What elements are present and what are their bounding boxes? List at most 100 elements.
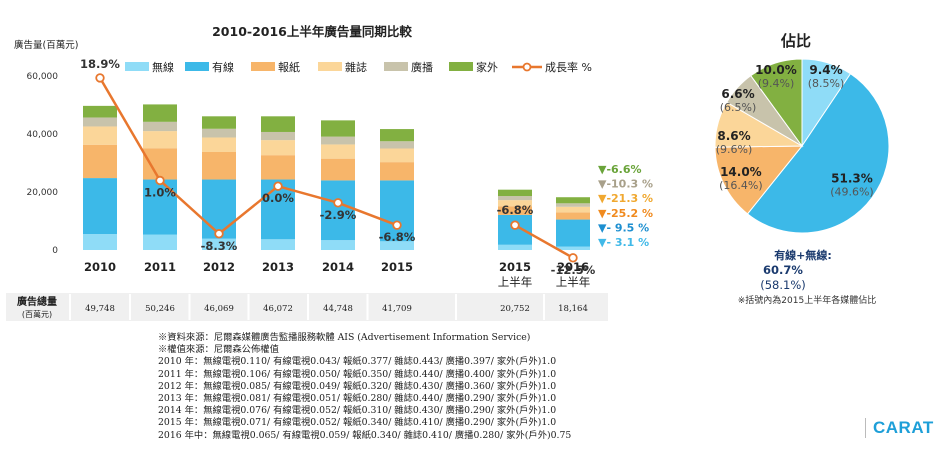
y-tick-label: 20,000	[27, 188, 59, 198]
growth-point	[95, 73, 105, 83]
table-cell: 20,752	[500, 304, 530, 314]
bar-segment	[321, 158, 355, 181]
pie-prev-label: (9.6%)	[716, 143, 753, 156]
x-tick-label: 2014	[322, 260, 354, 274]
growth-label: -6.8%	[379, 230, 416, 244]
growth-line: 18.9% 1.0% -8.3% 0.0% -2.9% -6.8% -6.8% -12.5%	[80, 57, 596, 277]
x-tick-label: 2015	[381, 260, 413, 274]
x-tick-label: 2011	[144, 260, 176, 274]
bar-segment	[321, 144, 355, 159]
bar-segment	[202, 116, 236, 129]
growth-point	[510, 220, 520, 230]
legend-label: 廣播	[411, 60, 433, 74]
bar-segment	[143, 148, 177, 180]
bar-segment	[83, 117, 117, 127]
bar-segment	[498, 196, 532, 201]
table-header: 廣告總量	[16, 295, 57, 308]
media-change-item: ▼-21.3 %	[598, 192, 653, 205]
bar-segment	[321, 136, 355, 145]
bar-segment	[556, 203, 590, 207]
bar-segment	[261, 239, 295, 250]
bar-segment	[321, 240, 355, 250]
pie-value-label: 10.0%	[755, 63, 797, 77]
note-line: 2012 年：無線電視0.085/ 有線電視0.049/ 報紙0.320/ 雜誌…	[158, 380, 557, 392]
bar-segment	[83, 126, 117, 145]
bar-segment	[380, 141, 414, 149]
table-header-unit: (百萬元)	[22, 309, 52, 319]
legend-line-marker	[522, 62, 532, 72]
bar-segment	[556, 219, 590, 247]
media-change-item: ▼-25.2 %	[598, 207, 653, 220]
pie-value-label: 6.6%	[721, 87, 754, 101]
x-tick-label-line2: 上半年	[556, 275, 591, 289]
bar-segment	[380, 162, 414, 181]
growth-label: -6.8%	[497, 203, 534, 217]
bar-segment	[83, 234, 117, 250]
media-change-item: ▼- 3.1 %	[598, 236, 649, 249]
legend-swatch	[384, 62, 408, 71]
y-axis-label: 廣告量(百萬元)	[14, 39, 78, 51]
note-line: 2016 年中：無線電視0.065/ 有線電視0.059/ 報紙0.340/ 雜…	[158, 429, 572, 441]
legend: 無線 有線 報紙 雜誌 廣播 家外 成長率 %	[125, 60, 592, 74]
pie-summary-line2: 60.7%	[763, 263, 803, 277]
y-axis: 0 20,000 40,000 60,000	[27, 72, 59, 256]
legend-swatch	[449, 62, 473, 71]
pie-title: 佔比	[780, 32, 811, 50]
growth-label: 18.9%	[80, 57, 120, 71]
note-line: ※資料來源：尼爾森媒體廣告監播服務軟體 AIS (Advertisement I…	[158, 332, 531, 343]
growth-label: 1.0%	[144, 185, 176, 199]
bar-segment	[202, 151, 236, 180]
x-tick-label: 2012	[203, 260, 235, 274]
bar-segment	[498, 244, 532, 250]
legend-label: 成長率 %	[545, 60, 592, 74]
bar-segment	[321, 120, 355, 137]
table-cell: 18,164	[558, 304, 588, 314]
growth-point	[273, 181, 283, 191]
pie-value-label: 8.6%	[717, 129, 750, 143]
bar-segment	[143, 104, 177, 122]
media-change-item: ▼-10.3 %	[598, 178, 653, 191]
growth-line-2010-2015	[98, 77, 398, 236]
growth-label: -12.5%	[551, 263, 596, 277]
total-volume-table: 廣告總量(百萬元) 49,748 50,246 46,069 46,072 44,748 4…	[16, 294, 588, 320]
note-line: 2014 年：無線電視0.076/ 有線電視0.052/ 報紙0.310/ 雜誌…	[158, 405, 557, 417]
pie-slice	[746, 73, 890, 234]
growth-point	[392, 220, 402, 230]
x-tick-label: 2016	[557, 260, 589, 274]
bar-segment	[202, 238, 236, 250]
note-line: 2010 年：無線電視0.110/ 有線電視0.043/ 報紙0.377/ 雜誌…	[158, 356, 557, 368]
legend-label: 雜誌	[345, 60, 367, 74]
growth-point	[214, 229, 224, 239]
media-change-item: ▼- 9.5 %	[598, 221, 649, 234]
legend-swatch	[125, 62, 149, 71]
bar-segment	[83, 105, 117, 118]
bar-segment	[556, 246, 590, 250]
growth-label: -8.3%	[201, 239, 238, 253]
growth-label: -2.9%	[320, 208, 357, 222]
logo-divider	[865, 418, 866, 438]
legend-label: 有線	[212, 60, 234, 74]
legend-label: 報紙	[278, 60, 300, 74]
pie-labels: 9.4%(8.5%)51.3%(49.6%)14.0%(16.4%)8.6%(9…	[716, 63, 874, 199]
table-cell: 46,072	[263, 304, 293, 314]
bar-segment	[261, 155, 295, 180]
media-change-list: ▼-6.6% ▼-10.3 %▼-21.3 % ▼-25.2 %▼- 9.5 % ▼-…	[598, 163, 653, 249]
media-change-item: ▼-6.6%	[598, 163, 642, 176]
bar-segment	[380, 180, 414, 242]
legend-label: 無線	[152, 60, 174, 74]
growth-point	[333, 198, 343, 208]
pie-footnote: ※括號內為2015上半年各媒體佔比	[738, 294, 876, 306]
bar-segment	[143, 121, 177, 132]
bar-segment	[143, 234, 177, 250]
pie-prev-label: (16.4%)	[719, 179, 763, 192]
table-cell: 41,709	[382, 304, 412, 314]
x-tick-label: 2010	[84, 260, 116, 274]
bar-segment	[498, 206, 532, 215]
pie-prev-label: (6.5%)	[720, 101, 757, 114]
legend-swatch	[318, 62, 342, 71]
table-cell: 46,069	[204, 304, 234, 314]
table-cell: 50,246	[145, 304, 175, 314]
pie-slice	[750, 58, 803, 148]
bar-segment	[261, 116, 295, 132]
